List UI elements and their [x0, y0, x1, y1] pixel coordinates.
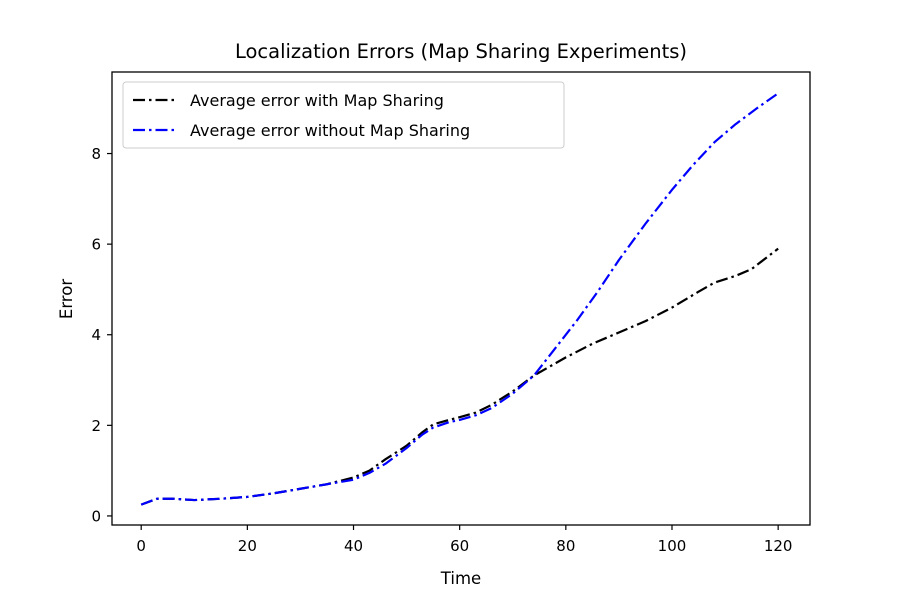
- x-tick-label: 20: [238, 537, 257, 555]
- chart-title: Localization Errors (Map Sharing Experim…: [235, 40, 687, 63]
- y-tick-label: 8: [91, 145, 101, 163]
- y-tick-label: 4: [91, 326, 101, 344]
- plot-area: 0 20 40 60 80 100 120 0 2 4 6 8: [91, 71, 811, 555]
- series-line-1: [140, 247, 779, 506]
- y-axis-label: Error: [57, 279, 76, 319]
- x-axis-label: Time: [440, 569, 481, 588]
- legend-box: [122, 81, 565, 149]
- x-tick-label: 0: [136, 537, 146, 555]
- legend-label-1: Average error with Map Sharing: [190, 91, 444, 110]
- legend-label-2: Average error without Map Sharing: [190, 121, 470, 140]
- y-tick-label: 6: [91, 236, 101, 254]
- legend: Average error with Map Sharing Average er…: [122, 81, 565, 149]
- x-tick-label: 80: [556, 537, 575, 555]
- plot-frame: [111, 71, 811, 526]
- x-tick-label: 100: [658, 537, 687, 555]
- x-tick-label: 120: [764, 537, 793, 555]
- series-line-2: [140, 92, 779, 506]
- x-tick-label: 60: [450, 537, 469, 555]
- y-tick-label: 2: [91, 417, 101, 435]
- x-tick-label: 40: [344, 537, 363, 555]
- y-tick-label: 0: [91, 507, 101, 525]
